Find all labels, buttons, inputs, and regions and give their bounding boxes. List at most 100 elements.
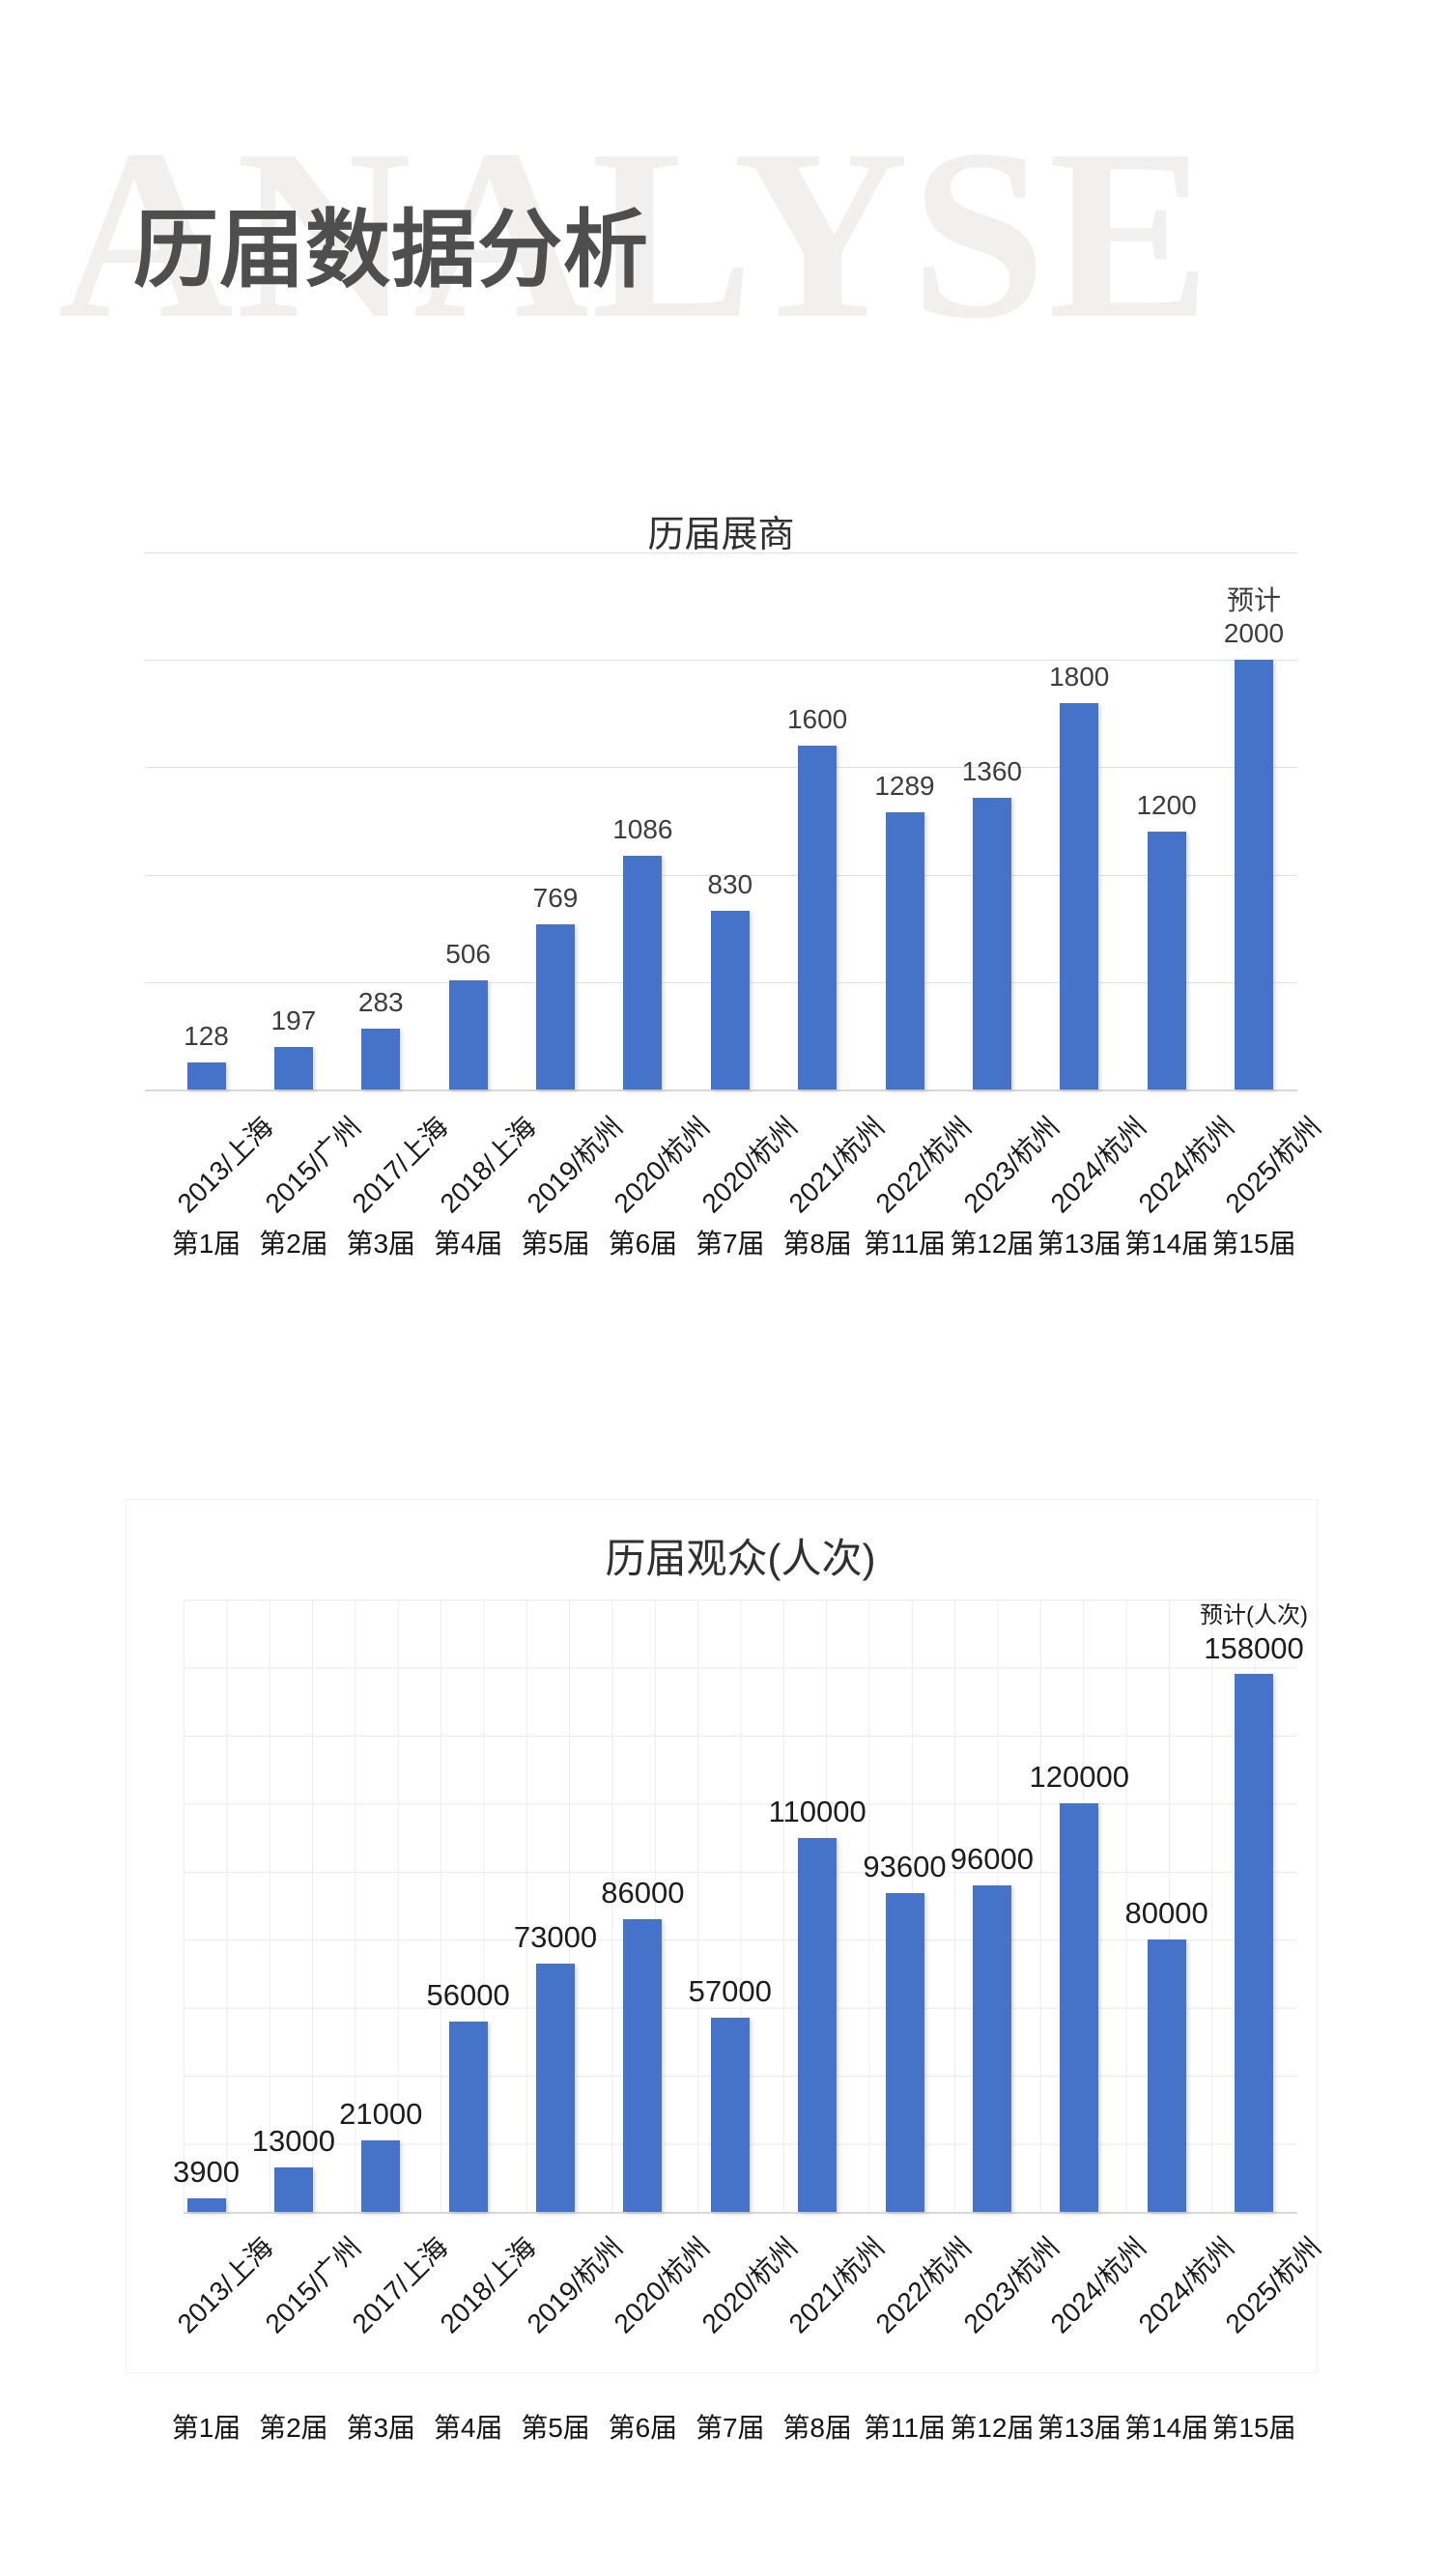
- category-edition-label: 2025/杭州: [1219, 1111, 1327, 1219]
- category-edition-label: 2024/杭州: [1044, 2231, 1152, 2339]
- category-session-label: 第6届: [608, 1229, 678, 1259]
- exhibitors-plot-area: [145, 552, 1297, 1091]
- data-label: 预计 2000: [1223, 585, 1285, 648]
- category-session-label: 第8届: [782, 2413, 852, 2443]
- category-edition-label: 2022/杭州: [869, 2231, 979, 2339]
- bar: [798, 1837, 838, 2212]
- bar: [623, 856, 663, 1090]
- data-label: 73000: [513, 1919, 598, 1954]
- category-edition-label: 2013/上海: [171, 2231, 280, 2339]
- data-label: 预计(人次) 158000: [1200, 1602, 1308, 1666]
- category-edition-label: 2021/杭州: [782, 2231, 891, 2339]
- category-edition-label: 2013/上海: [171, 1111, 280, 1219]
- bar: [885, 812, 924, 1090]
- data-label: 120000: [1029, 1760, 1129, 1795]
- category-edition-label: 2020/杭州: [608, 1111, 716, 1219]
- data-label: 1086: [612, 814, 673, 845]
- bar: [273, 1047, 313, 1090]
- category-edition-label: 2024/杭州: [1132, 1111, 1240, 1219]
- category-edition-label: 2015/广州: [259, 2231, 367, 2339]
- visitors-chart-card: [126, 1499, 1318, 2373]
- category-session-label: 第12届: [950, 1229, 1035, 1259]
- category-session-label: 第15届: [1211, 2413, 1296, 2443]
- gridline: [145, 552, 1297, 553]
- watermark-text: ANALYSE: [58, 99, 1213, 369]
- category-edition-label: 2021/杭州: [782, 1111, 891, 1219]
- category-edition-label: 2024/杭州: [1044, 1111, 1152, 1219]
- category-session-label: 第6届: [608, 2413, 678, 2443]
- data-label: 1800: [1049, 661, 1110, 692]
- bar: [623, 1919, 663, 2212]
- data-label: 283: [357, 987, 404, 1018]
- bar: [1235, 1674, 1273, 2212]
- category-edition-label: 2023/杭州: [957, 2231, 1065, 2339]
- visitors-chart-title: 历届观众(人次): [605, 1536, 876, 1581]
- data-label: 3900: [173, 2155, 240, 2190]
- bar: [710, 2018, 750, 2212]
- category-session-label: 第3届: [346, 2413, 416, 2443]
- data-label: 1360: [961, 755, 1023, 786]
- bar: [536, 1963, 575, 2212]
- category-session-label: 第7届: [695, 1229, 765, 1259]
- data-label: 86000: [601, 1876, 685, 1911]
- data-label: 197: [270, 1005, 317, 1036]
- category-session-label: 第1届: [171, 1229, 242, 1259]
- page-title: 历届数据分析: [133, 205, 650, 298]
- category-edition-label: 2017/上海: [346, 1111, 454, 1219]
- visitors-plot-area: [184, 1599, 1297, 2214]
- category-session-label: 第11届: [863, 2413, 947, 2443]
- data-label: 80000: [1124, 1896, 1208, 1931]
- bar: [1147, 1939, 1186, 2212]
- data-label: 1289: [874, 771, 935, 802]
- category-session-label: 第5届: [521, 1229, 590, 1259]
- category-session-label: 第2届: [259, 2413, 328, 2443]
- category-edition-label: 2020/杭州: [696, 1111, 804, 1219]
- data-label: 128: [184, 1020, 229, 1051]
- gridline: [145, 660, 1297, 662]
- data-label: 110000: [768, 1794, 867, 1828]
- bar: [1060, 1803, 1099, 2212]
- gridline: [145, 767, 1297, 769]
- category-edition-label: 2020/杭州: [696, 2231, 804, 2339]
- bar: [1235, 660, 1273, 1090]
- bar: [972, 797, 1011, 1090]
- data-label: 830: [707, 869, 753, 900]
- data-label: 56000: [426, 1977, 510, 2012]
- category-session-label: 第11届: [863, 1229, 947, 1259]
- category-session-label: 第5届: [521, 2413, 590, 2443]
- bar: [1147, 832, 1186, 1090]
- bar: [186, 2198, 226, 2212]
- category-session-label: 第13届: [1037, 2413, 1122, 2443]
- category-edition-label: 2023/杭州: [957, 1111, 1065, 1219]
- data-label: 93600: [863, 1850, 947, 1884]
- category-edition-label: 2019/杭州: [521, 1111, 629, 1219]
- bar: [972, 1884, 1011, 2212]
- gridline: [145, 874, 1297, 876]
- data-label: 1600: [786, 704, 848, 735]
- data-label: 57000: [688, 1974, 772, 2009]
- category-session-label: 第14届: [1124, 1229, 1209, 1259]
- bar: [798, 746, 838, 1090]
- category-edition-label: 2018/上海: [434, 2231, 542, 2339]
- data-label: 506: [445, 939, 491, 970]
- category-edition-label: 2025/杭州: [1219, 2231, 1327, 2339]
- category-edition-label: 2018/上海: [434, 1111, 542, 1219]
- data-label: 1200: [1136, 790, 1197, 821]
- category-session-label: 第4届: [433, 2413, 503, 2443]
- category-edition-label: 2015/广州: [259, 1111, 367, 1219]
- category-edition-label: 2022/杭州: [869, 1111, 979, 1219]
- bar: [361, 1029, 401, 1090]
- bar: [536, 923, 575, 1090]
- exhibitors-chart-title: 历届展商: [647, 515, 795, 555]
- bar: [361, 2140, 401, 2212]
- category-edition-label: 2020/杭州: [608, 2231, 716, 2339]
- category-session-label: 第12届: [950, 2413, 1035, 2443]
- category-session-label: 第2届: [259, 1229, 328, 1259]
- data-label: 21000: [339, 2097, 423, 2132]
- bar: [885, 1893, 924, 2212]
- category-session-label: 第4届: [433, 1229, 503, 1259]
- category-edition-label: 2024/杭州: [1132, 2231, 1240, 2339]
- bar: [1060, 702, 1099, 1090]
